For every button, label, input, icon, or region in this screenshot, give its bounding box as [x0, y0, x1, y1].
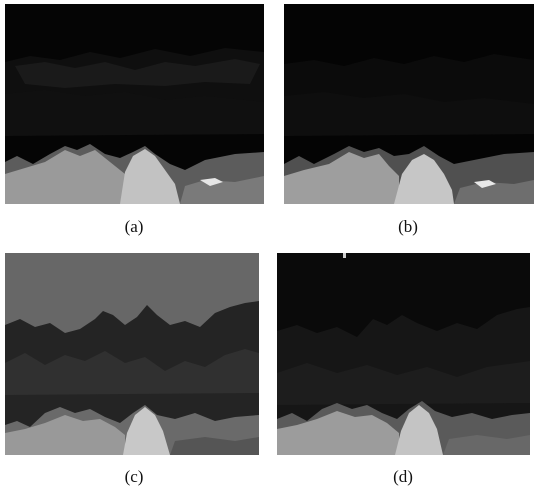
caption-b: (b)	[398, 217, 418, 236]
segmented-mountain-image-c	[5, 253, 259, 455]
caption-d: (d)	[393, 467, 413, 486]
panel-c-image	[5, 253, 259, 455]
panel-b-image	[284, 4, 534, 204]
segmented-mountain-image-b	[284, 4, 534, 204]
caption-c: (c)	[124, 467, 144, 486]
segmented-mountain-image-a	[5, 4, 264, 204]
panel-d-image	[277, 253, 530, 455]
caption-a: (a)	[124, 217, 144, 236]
panel-a-image	[5, 4, 264, 204]
segmented-mountain-image-d	[277, 253, 530, 455]
